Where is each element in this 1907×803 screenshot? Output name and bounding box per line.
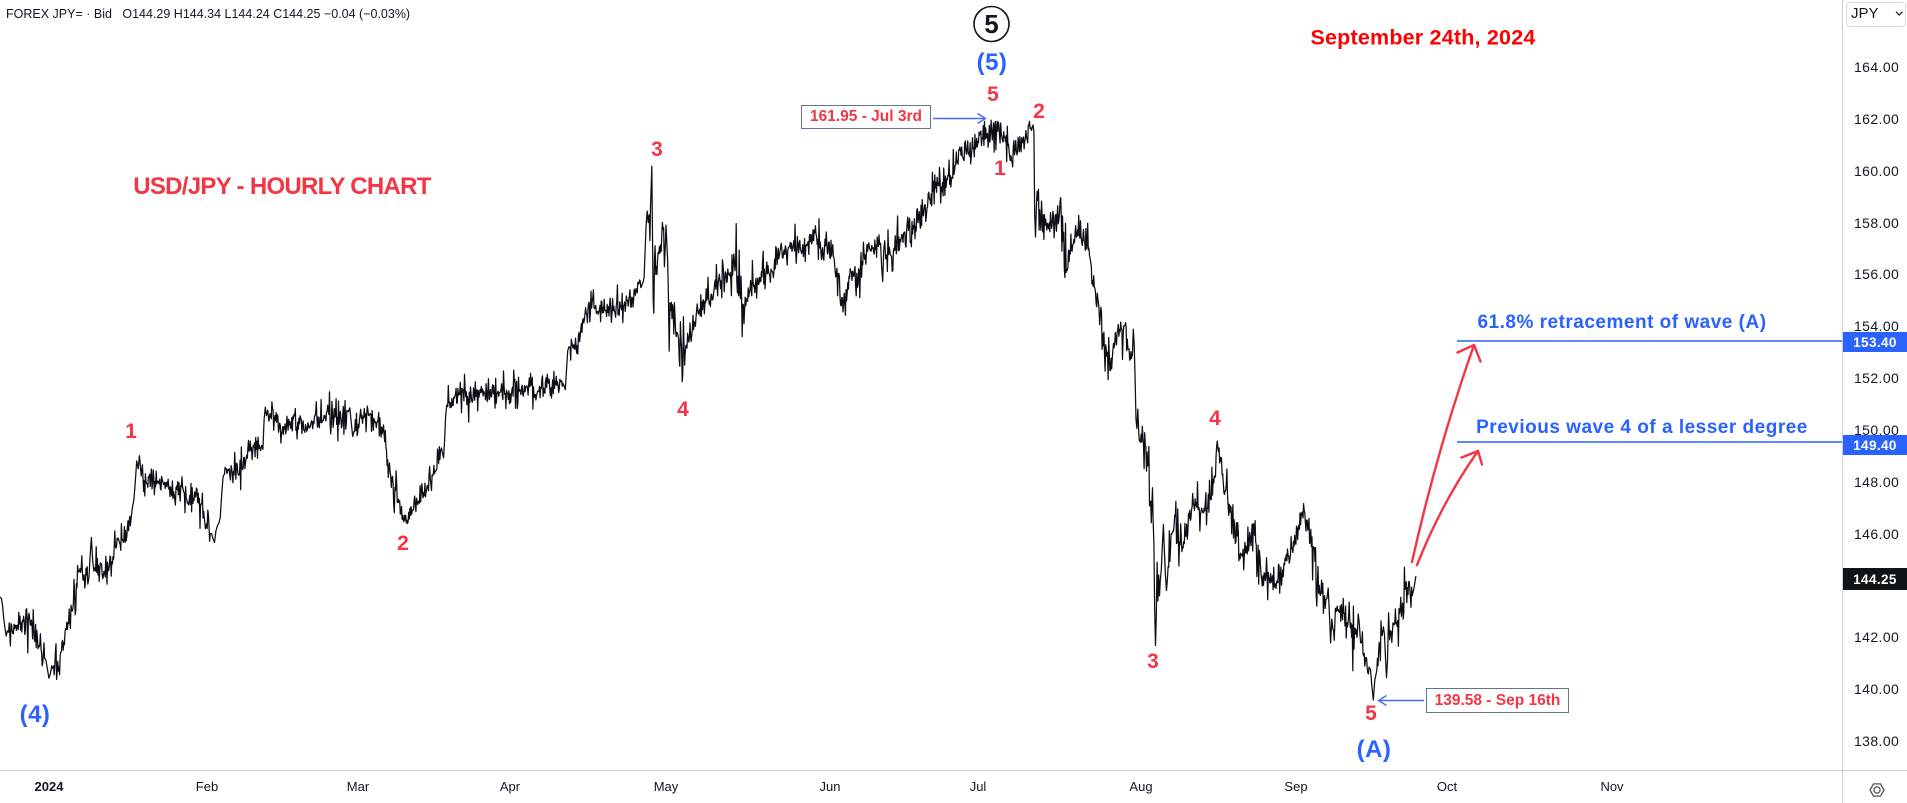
- svg-text:5: 5: [984, 9, 998, 39]
